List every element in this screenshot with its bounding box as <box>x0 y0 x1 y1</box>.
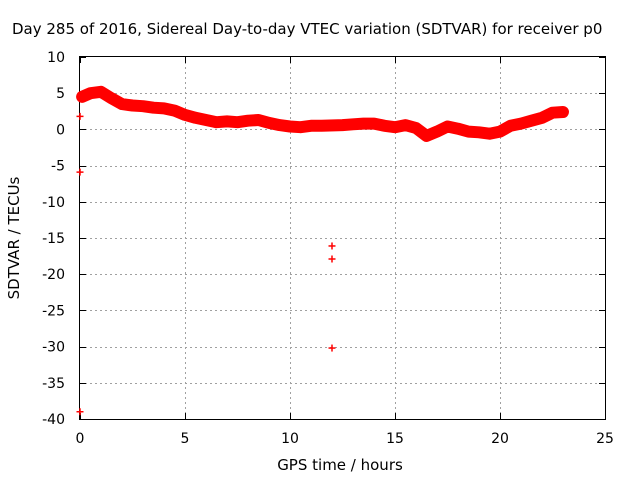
data-point <box>87 89 94 97</box>
data-point <box>528 117 535 125</box>
data-point <box>118 100 126 108</box>
y-tick-labels: 10 5 0 -5 -10 -15 -20 -25 -30 -35 -40 <box>42 50 65 428</box>
data-point <box>475 128 483 136</box>
outlier-points <box>76 112 336 416</box>
data-point <box>549 109 556 117</box>
x-tick-label: 20 <box>491 431 509 447</box>
data-point <box>97 88 105 96</box>
y-tick-label: -25 <box>42 303 65 319</box>
outlier-point <box>76 112 84 120</box>
y-tick-label: -40 <box>42 412 65 428</box>
data-band <box>76 85 569 142</box>
data-point <box>234 118 241 126</box>
x-tick-label: 15 <box>386 431 404 447</box>
data-point <box>202 116 210 124</box>
data-point <box>78 93 86 101</box>
outlier-point <box>76 408 84 416</box>
y-tick-label: -10 <box>42 195 65 211</box>
data-point <box>538 114 546 122</box>
data-point <box>423 132 430 140</box>
x-axis-label: GPS time / hours <box>277 456 403 474</box>
data-point <box>244 117 252 125</box>
outlier-point <box>328 242 336 250</box>
data-point <box>339 121 346 129</box>
data-point <box>444 123 451 131</box>
data-point <box>496 128 504 136</box>
data-point <box>213 118 220 126</box>
data-point <box>454 125 462 133</box>
data-point <box>192 114 199 122</box>
outlier-point <box>328 344 336 352</box>
y-tick-label: 5 <box>56 86 65 102</box>
data-point <box>559 108 567 116</box>
data-point <box>129 102 136 110</box>
grid-lines <box>80 57 605 419</box>
data-point <box>465 128 472 136</box>
data-point <box>402 121 409 129</box>
data-point <box>223 117 231 125</box>
data-point <box>171 107 178 115</box>
x-tick-labels: 0 5 10 15 20 25 <box>76 431 614 447</box>
data-point <box>286 123 294 131</box>
x-tick-label: 10 <box>281 431 299 447</box>
x-tick-label: 0 <box>76 431 85 447</box>
outlier-point <box>76 168 84 176</box>
y-tick-label: 0 <box>56 122 65 138</box>
data-point <box>181 111 189 119</box>
y-axis-label: SDTVAR / TECUs <box>5 176 23 299</box>
data-point <box>307 122 315 130</box>
data-point <box>517 120 525 128</box>
data-point <box>150 104 157 112</box>
data-point <box>370 120 378 128</box>
data-point <box>360 120 367 128</box>
data-point <box>318 122 325 130</box>
y-tick-label: -20 <box>42 267 65 283</box>
data-point <box>255 116 262 124</box>
y-tick-label: -35 <box>42 376 65 392</box>
data-point <box>433 128 441 136</box>
data-point <box>139 102 147 110</box>
y-tick-label: 10 <box>47 50 65 66</box>
data-point <box>160 104 168 112</box>
data-points <box>78 88 567 140</box>
x-tick-label: 25 <box>596 431 614 447</box>
data-point <box>108 94 115 102</box>
data-point <box>349 120 357 128</box>
outlier-point <box>328 255 336 263</box>
data-point <box>265 119 273 127</box>
plot-frame <box>79 56 606 420</box>
y-tick-label: -5 <box>51 159 65 175</box>
data-point <box>276 121 283 129</box>
data-point <box>486 130 493 138</box>
data-point <box>391 123 399 131</box>
data-point <box>507 122 514 130</box>
x-tick-label: 5 <box>181 431 190 447</box>
data-band-path <box>76 85 569 142</box>
data-point <box>412 124 420 132</box>
chart-title: Day 285 of 2016, Sidereal Day-to-day VTE… <box>12 20 602 38</box>
y-tick-label: -30 <box>42 340 65 356</box>
data-point <box>297 123 304 131</box>
y-tick-label: -15 <box>42 231 65 247</box>
data-point <box>381 122 388 130</box>
